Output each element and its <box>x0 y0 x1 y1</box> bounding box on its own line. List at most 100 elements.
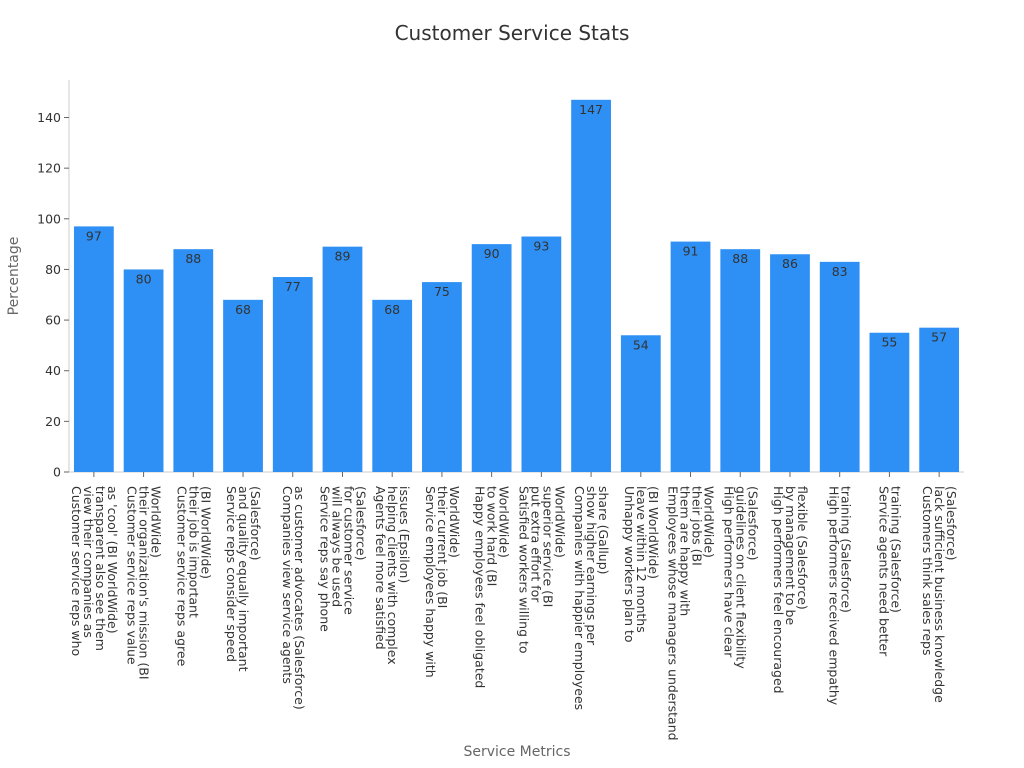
x-tick-label-line: (BI WorldWide) <box>198 486 213 579</box>
chart-title: Customer Service Stats <box>395 21 630 45</box>
y-tick-label: 80 <box>45 262 61 277</box>
x-tick-label-line: Agents feel more satisfied <box>373 486 388 650</box>
bar-value-label: 68 <box>384 302 400 317</box>
x-tick-label-line: High performers feel encouraged <box>771 486 786 694</box>
x-tick-label-line: Customer service reps value <box>125 486 140 665</box>
x-tick-label-line: High performers received empathy <box>827 486 842 706</box>
x-tick-label-line: flexible (Salesforce) <box>795 486 810 610</box>
x-tick-label-line: show higher earnings per <box>584 486 599 646</box>
bar <box>422 282 462 472</box>
bar <box>720 249 761 472</box>
bar-value-label: 91 <box>683 244 699 259</box>
x-tick-label-line: Companies view service agents <box>280 486 295 684</box>
bar-value-label: 90 <box>484 246 500 261</box>
x-tick-label-line: Service employees happy with <box>423 486 438 678</box>
x-tick-label-line: training (Salesforce) <box>888 486 903 613</box>
bar <box>919 327 960 472</box>
x-tick-label-line: Unhappy workers plan to <box>622 486 637 643</box>
x-tick-label-line: leave within 12 months <box>634 486 649 633</box>
value-labels: 97 80 88 68 77 89 68 75 90 93 147 54 91 88 86 83 55 57 <box>86 102 947 352</box>
x-tick-label-line: (Salesforce) <box>745 486 760 561</box>
x-tick-label-line: their job is important <box>186 486 201 618</box>
x-tick-label-line: WorldWide) <box>552 486 567 558</box>
x-tick-label-line: their current job (BI <box>435 486 450 608</box>
bar-value-label: 86 <box>782 256 798 271</box>
x-tick-label-line: transparent also see them <box>93 486 108 651</box>
bar <box>173 249 214 472</box>
x-tick-label-line: lack sufficient business knowledge <box>932 486 947 703</box>
x-tick-label-line: them are happy with <box>678 486 693 616</box>
x-tick-label-line: their jobs (BI <box>690 486 705 566</box>
x-tick-label-line: WorldWide) <box>497 486 512 558</box>
x-tick-label-line: their organization's mission (BI <box>137 486 152 680</box>
bar-value-label: 54 <box>633 337 649 352</box>
x-tick-label-line: put extra effort for <box>528 486 543 603</box>
y-axis: 0 20 40 60 80 100 120 140 <box>37 80 70 480</box>
x-tick-label: Employees whose managers understandthem … <box>666 486 717 741</box>
y-tick-label: 100 <box>37 211 61 226</box>
x-tick-label-line: (Salesforce) <box>353 486 368 561</box>
bar <box>670 241 711 472</box>
y-tick-label: 60 <box>45 313 61 328</box>
bars <box>73 99 960 473</box>
bar <box>620 335 661 472</box>
bar <box>471 244 512 472</box>
x-tick-label-line: helping clients with complex <box>385 486 400 665</box>
bar-value-label: 68 <box>235 302 251 317</box>
y-tick-label: 140 <box>37 110 61 125</box>
x-tick-label-line: Customer service reps who <box>69 486 84 656</box>
y-tick-label: 120 <box>37 161 61 176</box>
x-tick-label-line: training (Salesforce) <box>839 486 854 613</box>
x-tick-label-line: Customers think sales reps <box>920 486 935 655</box>
bar-value-label: 75 <box>434 284 450 299</box>
x-tick-label-line: Service reps consider speed <box>224 486 239 662</box>
x-tick-label-line: as customer advocates (Salesforce) <box>292 486 307 710</box>
x-tick-label-line: for customer service <box>341 486 356 615</box>
x-tick-label-line: Service reps say phone <box>317 486 332 632</box>
bar-value-label: 147 <box>579 102 603 117</box>
bar <box>372 299 413 472</box>
bar <box>770 254 810 472</box>
bar <box>869 332 910 472</box>
bar <box>272 277 313 472</box>
bar-value-label: 57 <box>931 330 947 345</box>
bar <box>819 261 860 472</box>
x-tick-label-line: will always be used <box>329 486 344 607</box>
x-tick-label-line: and quality equally important <box>236 486 251 672</box>
x-tick-label-line: Satisfied workers willing to <box>516 486 531 654</box>
bar-value-label: 77 <box>285 279 301 294</box>
bar-value-label: 80 <box>136 271 152 286</box>
bar-value-label: 55 <box>881 335 897 350</box>
x-tick-label-line: Customer service reps agree <box>174 486 189 667</box>
x-tick-label-line: guidelines on client flexibility <box>733 486 748 669</box>
y-tick-label: 20 <box>45 414 61 429</box>
bar-value-label: 89 <box>335 249 351 264</box>
x-tick-label-line: (BI WorldWide) <box>646 486 661 579</box>
y-axis-title: Percentage <box>6 237 22 316</box>
x-tick-label-line: by management to be <box>783 486 798 625</box>
x-tick-label-line: (Salesforce) <box>944 486 959 561</box>
bar-value-label: 93 <box>533 239 549 254</box>
bar-value-label: 83 <box>832 264 848 279</box>
x-tick-label-line: share (Gallup) <box>596 486 611 575</box>
x-tick-label-line: view their companies as <box>81 486 96 638</box>
x-tick-label-line: Service agents need better <box>876 486 891 657</box>
bar <box>521 236 562 472</box>
x-tick-label-line: Companies with happier employees <box>572 486 587 710</box>
x-tick-label-line: Employees whose managers understand <box>666 486 681 741</box>
bar <box>571 99 611 473</box>
